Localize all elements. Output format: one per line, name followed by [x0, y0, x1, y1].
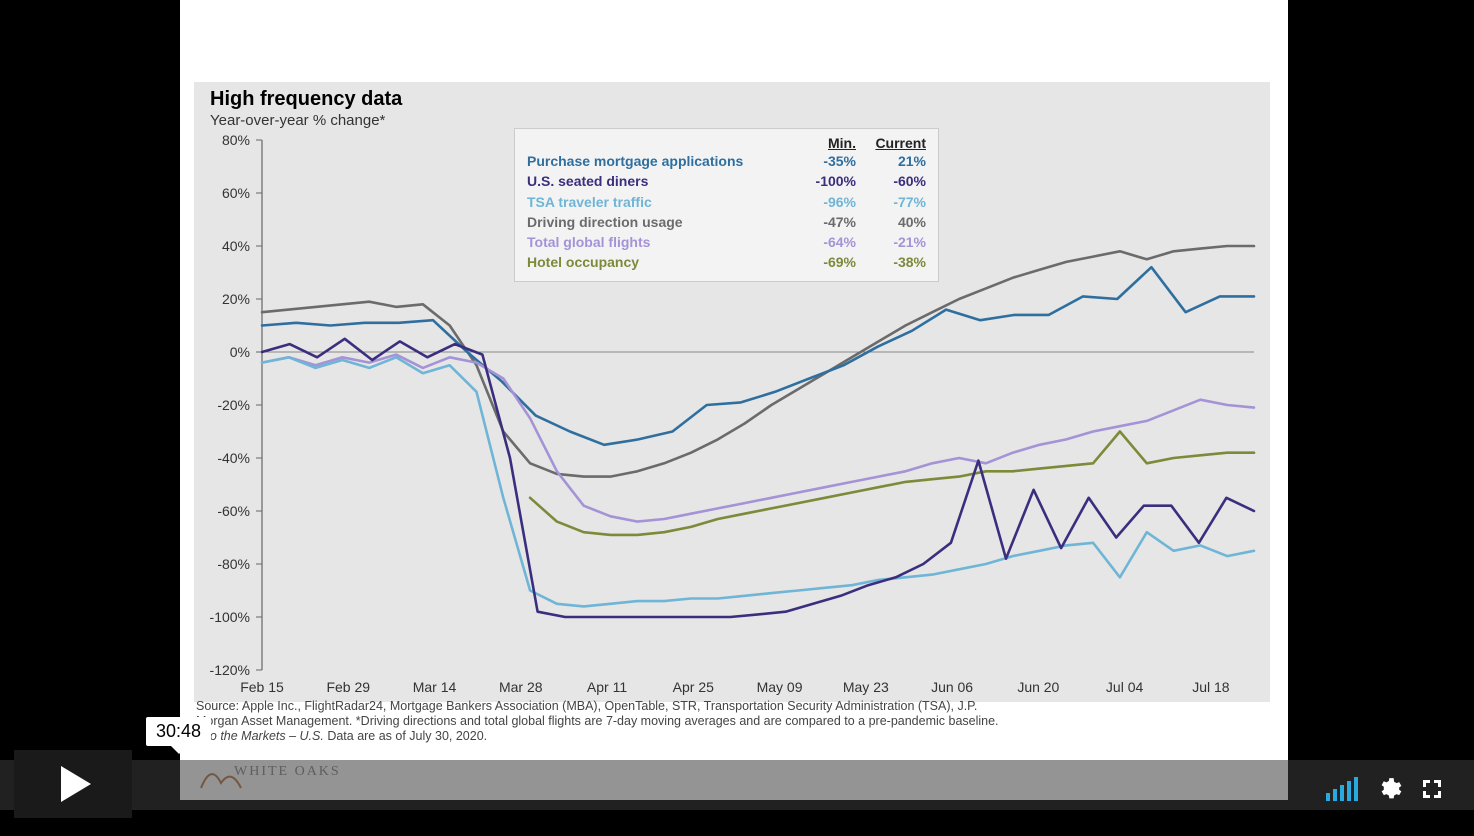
source-line2: Morgan Asset Management. *Driving direct…: [196, 714, 999, 728]
svg-text:Feb 29: Feb 29: [326, 679, 370, 695]
legend-name: U.S. seated diners: [527, 171, 796, 191]
svg-text:Apr 25: Apr 25: [673, 679, 714, 695]
gear-icon: [1376, 776, 1402, 802]
legend-min: -96%: [796, 192, 856, 212]
legend-row: TSA traveler traffic-96%-77%: [527, 192, 926, 212]
legend-current: -77%: [856, 192, 926, 212]
svg-text:-60%: -60%: [217, 503, 250, 519]
volume-button[interactable]: [1326, 777, 1358, 801]
legend-min: -35%: [796, 151, 856, 171]
legend-current: 21%: [856, 151, 926, 171]
svg-text:-40%: -40%: [217, 450, 250, 466]
legend-header-current: Current: [856, 135, 926, 151]
svg-text:Jun 20: Jun 20: [1017, 679, 1059, 695]
legend-row: U.S. seated diners-100%-60%: [527, 171, 926, 191]
legend-header-min: Min.: [796, 135, 856, 151]
legend-name: Hotel occupancy: [527, 252, 796, 272]
legend-current: -60%: [856, 171, 926, 191]
svg-text:Mar 28: Mar 28: [499, 679, 543, 695]
svg-text:-20%: -20%: [217, 397, 250, 413]
svg-text:Jul 18: Jul 18: [1192, 679, 1230, 695]
slide-container: High frequency data Year-over-year % cha…: [180, 0, 1288, 800]
svg-text:0%: 0%: [230, 344, 250, 360]
svg-text:Jun 06: Jun 06: [931, 679, 973, 695]
svg-text:Jul 04: Jul 04: [1106, 679, 1144, 695]
source-line3-italic: e to the Markets – U.S.: [196, 729, 324, 743]
legend-name: Purchase mortgage applications: [527, 151, 796, 171]
svg-text:Feb 15: Feb 15: [240, 679, 284, 695]
legend-name: Total global flights: [527, 232, 796, 252]
legend-current: -38%: [856, 252, 926, 272]
legend-name: TSA traveler traffic: [527, 192, 796, 212]
svg-text:-120%: -120%: [210, 662, 250, 678]
svg-text:80%: 80%: [222, 132, 250, 148]
chart-area: High frequency data Year-over-year % cha…: [194, 82, 1270, 702]
legend-row: Purchase mortgage applications-35%21%: [527, 151, 926, 171]
svg-text:May 09: May 09: [757, 679, 803, 695]
legend-header: Min. Current: [527, 135, 926, 151]
legend-name: Driving direction usage: [527, 212, 796, 232]
play-icon: [61, 766, 91, 802]
svg-text:40%: 40%: [222, 238, 250, 254]
video-controls-bar[interactable]: [0, 760, 1474, 810]
svg-text:-80%: -80%: [217, 556, 250, 572]
legend-min: -64%: [796, 232, 856, 252]
legend-current: -21%: [856, 232, 926, 252]
time-tooltip: 30:48: [146, 717, 211, 746]
svg-text:Apr 11: Apr 11: [587, 679, 627, 695]
source-line1: Source: Apple Inc., FlightRadar24, Mortg…: [196, 699, 1272, 714]
play-button[interactable]: [14, 750, 132, 818]
svg-text:60%: 60%: [222, 185, 250, 201]
fullscreen-icon: [1420, 777, 1444, 801]
legend-min: -47%: [796, 212, 856, 232]
source-line3-rest: Data are as of July 30, 2020.: [324, 729, 487, 743]
legend-min: -69%: [796, 252, 856, 272]
legend-current: 40%: [856, 212, 926, 232]
svg-text:May 23: May 23: [843, 679, 889, 695]
source-text: Source: Apple Inc., FlightRadar24, Mortg…: [196, 699, 1272, 744]
right-controls: [1326, 776, 1444, 802]
svg-text:20%: 20%: [222, 291, 250, 307]
legend-row: Hotel occupancy-69%-38%: [527, 252, 926, 272]
settings-button[interactable]: [1376, 776, 1402, 802]
legend-row: Total global flights-64%-21%: [527, 232, 926, 252]
legend-box: Min. Current Purchase mortgage applicati…: [514, 128, 939, 282]
legend-min: -100%: [796, 171, 856, 191]
fullscreen-button[interactable]: [1420, 777, 1444, 801]
legend-row: Driving direction usage-47%40%: [527, 212, 926, 232]
svg-text:-100%: -100%: [210, 609, 250, 625]
svg-text:Mar 14: Mar 14: [413, 679, 457, 695]
